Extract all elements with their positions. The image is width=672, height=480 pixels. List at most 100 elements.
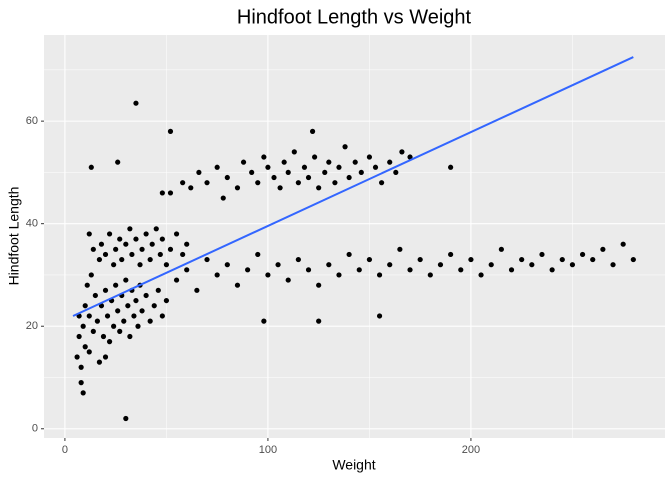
point <box>98 241 105 247</box>
point <box>106 339 113 345</box>
point <box>106 231 113 237</box>
point <box>88 164 94 170</box>
point <box>301 164 308 170</box>
point <box>78 380 84 386</box>
point <box>295 180 301 186</box>
point <box>127 226 133 232</box>
point <box>102 251 109 258</box>
point <box>80 390 86 396</box>
point <box>82 344 88 350</box>
y-tick-label: 20 <box>26 320 38 332</box>
point <box>115 308 121 314</box>
point <box>180 251 186 258</box>
point <box>261 318 267 324</box>
point <box>407 154 413 160</box>
point <box>82 303 88 309</box>
point <box>143 231 149 237</box>
x-tick-label: 200 <box>462 444 480 456</box>
point <box>96 256 103 263</box>
point <box>133 100 139 106</box>
point <box>123 241 129 247</box>
point <box>167 246 174 252</box>
point <box>121 318 127 324</box>
point <box>159 313 165 319</box>
point <box>326 262 332 268</box>
point <box>600 246 606 252</box>
point <box>204 180 210 186</box>
point <box>336 272 342 278</box>
point <box>123 277 129 283</box>
point <box>417 256 423 263</box>
point <box>159 236 165 242</box>
point <box>366 154 373 160</box>
point <box>180 180 186 186</box>
point <box>620 241 626 247</box>
point <box>529 262 535 268</box>
point <box>163 262 170 268</box>
point <box>113 246 119 252</box>
point <box>387 262 393 268</box>
y-tick-label: 0 <box>32 423 38 435</box>
point <box>153 226 159 232</box>
point <box>94 318 100 324</box>
point <box>133 236 139 242</box>
x-axis-label: Weight <box>332 457 375 473</box>
point <box>448 251 454 258</box>
point <box>80 323 86 329</box>
point <box>277 185 283 191</box>
point <box>117 236 123 242</box>
point <box>305 174 312 181</box>
point <box>376 272 383 278</box>
point <box>379 180 385 186</box>
point <box>498 246 504 252</box>
point <box>111 323 117 329</box>
point <box>336 164 342 170</box>
point <box>255 251 261 258</box>
point <box>326 159 332 165</box>
point <box>437 262 444 268</box>
point <box>125 303 131 309</box>
point <box>508 267 515 273</box>
point <box>285 169 291 176</box>
point <box>139 308 145 314</box>
point <box>610 262 616 268</box>
point <box>275 262 281 268</box>
point <box>448 164 454 170</box>
point <box>86 313 92 319</box>
point <box>184 241 190 247</box>
point <box>316 282 322 288</box>
point <box>76 333 82 340</box>
point <box>104 313 111 319</box>
point <box>458 267 464 273</box>
point <box>316 318 322 324</box>
point <box>127 333 133 340</box>
point <box>255 180 261 186</box>
point <box>220 195 226 201</box>
point <box>163 297 170 304</box>
point <box>137 262 143 268</box>
point <box>90 246 96 252</box>
point <box>316 185 322 191</box>
point <box>265 164 271 170</box>
point <box>155 287 161 293</box>
point <box>569 262 576 268</box>
point <box>204 256 210 263</box>
point <box>90 328 96 334</box>
y-tick-label: 40 <box>26 218 38 230</box>
point <box>196 169 202 176</box>
point <box>131 313 137 319</box>
point <box>234 282 241 288</box>
point <box>407 267 413 273</box>
point <box>305 267 312 273</box>
point <box>92 292 98 299</box>
point <box>100 333 107 340</box>
point <box>151 303 157 309</box>
point <box>245 267 251 273</box>
point <box>358 169 364 176</box>
point <box>291 149 297 155</box>
point <box>356 267 362 273</box>
point <box>346 174 352 181</box>
point <box>478 272 484 278</box>
x-tick-label: 100 <box>259 444 277 456</box>
